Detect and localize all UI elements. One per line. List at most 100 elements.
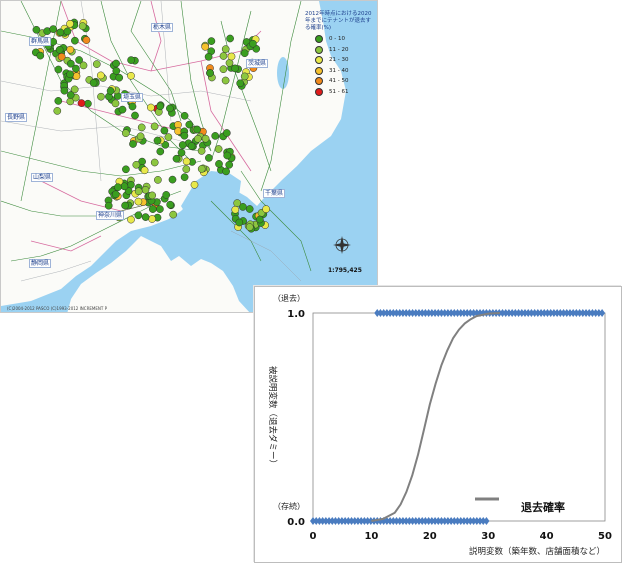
tenant-point: [66, 91, 75, 99]
logistic-chart: 0 10 20 30 40 50 0.0 1.0 （退去） （存続） 被説明変数（退去ダミー） 説明変…: [267, 293, 612, 557]
map-canvas: [1, 1, 377, 312]
data-point-top: [586, 309, 593, 317]
data-point-top: [464, 309, 471, 317]
legend-item: 41 - 50: [305, 76, 375, 87]
data-point-bottom: [354, 517, 361, 525]
pref-label-tochigi: 栃木県: [151, 23, 174, 32]
pref-label-nagano: 長野県: [5, 113, 28, 122]
y-category-bottom: （存続）: [273, 501, 305, 511]
tenant-point: [156, 147, 165, 156]
data-point-top: [457, 309, 464, 317]
x-axis-label: 説明変数（築年数、店舗面積など）: [469, 546, 605, 557]
tenant-point: [127, 215, 135, 224]
tenant-point: [32, 25, 41, 34]
tenant-point: [79, 61, 88, 70]
tenant-point: [120, 182, 129, 191]
tenant-point: [129, 140, 137, 148]
legend-swatch: [315, 56, 323, 65]
tenant-points: [31, 18, 270, 233]
tenant-point: [226, 34, 234, 43]
tenant-point: [36, 51, 45, 60]
data-point-bottom: [361, 517, 368, 525]
data-point-top: [560, 309, 567, 317]
data-point-top: [383, 309, 390, 317]
tenant-point: [201, 42, 210, 51]
tenant-point: [140, 166, 149, 175]
data-point-top: [502, 309, 509, 317]
tenant-point: [205, 154, 213, 162]
tenant-point: [49, 25, 58, 33]
legend-rows: 0 - 10 11 - 20 21 - 30 31 - 40 41 - 50 51 - 6…: [305, 34, 375, 97]
data-point-top: [409, 309, 416, 317]
tenant-point: [134, 197, 143, 206]
tenant-point: [190, 180, 199, 189]
probability-curve: [371, 312, 500, 522]
tenant-point: [127, 71, 135, 80]
tenant-point: [54, 97, 63, 105]
tenant-point: [219, 52, 228, 60]
legend-label: 0 - 10: [329, 36, 345, 43]
tenant-point: [97, 92, 105, 101]
pref-label-shizuoka: 静岡県: [29, 259, 52, 268]
chart-panel: 0 10 20 30 40 50 0.0 1.0 （退去） （存続） 被説明変数（退去ダミー） 説明変…: [254, 286, 622, 563]
tenant-point: [137, 123, 146, 132]
data-point-top: [521, 309, 528, 317]
data-point-top: [438, 309, 445, 317]
data-point-top: [583, 309, 590, 317]
tenant-point: [180, 111, 189, 120]
x-tick-label: 20: [423, 531, 437, 542]
data-point-top: [547, 309, 554, 317]
tenant-point: [215, 160, 223, 168]
data-point-top: [544, 309, 551, 317]
scale-label: 1:795,425: [328, 267, 362, 274]
data-point-top: [387, 309, 394, 317]
pref-label-saitama: 埼玉県: [121, 93, 144, 102]
data-point-bottom: [438, 517, 445, 525]
legend-swatch: [315, 87, 323, 96]
tenant-point: [127, 56, 135, 64]
tenant-point: [225, 160, 234, 169]
data-point-bottom: [480, 517, 487, 525]
data-point-bottom: [451, 517, 458, 525]
data-point-bottom: [473, 517, 480, 525]
legend-swatch: [315, 45, 323, 54]
data-point-top: [435, 309, 442, 317]
tenant-point: [231, 64, 239, 73]
tenant-point: [63, 27, 72, 36]
tenant-point: [249, 39, 257, 48]
data-point-top: [380, 309, 387, 317]
data-point-bottom: [406, 517, 413, 525]
data-point-top: [422, 309, 429, 317]
tenant-point: [236, 79, 245, 88]
lake: [277, 57, 289, 89]
tenant-point: [166, 200, 175, 209]
legend-swatch: [315, 77, 323, 86]
data-point-top: [444, 309, 451, 317]
tenant-point: [180, 131, 189, 140]
data-point-top: [557, 309, 564, 317]
tenant-point: [56, 28, 65, 37]
tenant-point: [174, 120, 182, 129]
legend-item: 51 - 61: [305, 87, 375, 98]
tenant-point: [222, 129, 231, 137]
data-point-bottom: [432, 517, 439, 525]
data-point-top: [403, 309, 410, 317]
tenant-point: [60, 86, 69, 95]
data-point-top: [541, 309, 548, 317]
tenant-point: [194, 134, 202, 143]
tenant-point: [54, 65, 63, 74]
tenant-point: [211, 132, 220, 140]
tenant-point: [134, 187, 143, 196]
legend-label: 51 - 61: [329, 88, 349, 95]
tenant-point: [178, 141, 187, 149]
data-point-bottom: [460, 517, 467, 525]
x-tick-label: 10: [364, 531, 378, 542]
legend-label: 41 - 50: [329, 78, 349, 85]
data-point-bottom: [403, 517, 410, 525]
data-point-top: [473, 309, 480, 317]
legend-label: 21 - 30: [329, 57, 349, 64]
data-point-top: [470, 309, 477, 317]
data-point-bottom: [415, 517, 422, 525]
data-point-top: [454, 309, 461, 317]
pref-label-kanagawa: 神奈川県: [96, 211, 125, 220]
